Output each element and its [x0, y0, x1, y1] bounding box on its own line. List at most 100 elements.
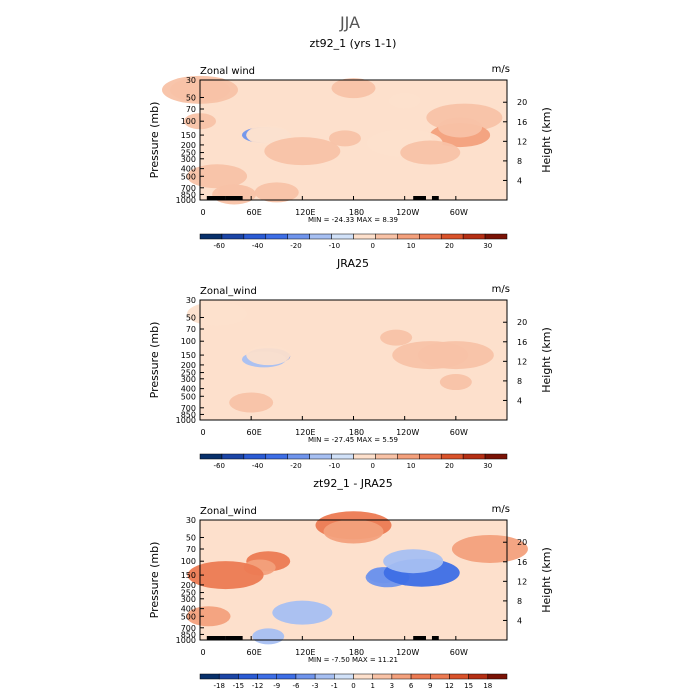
contour-region [451, 534, 528, 563]
y-tick-label: 50 [186, 93, 196, 102]
colorbar-label: -12 [252, 682, 263, 690]
y-tick-label: 250 [181, 589, 196, 598]
y-tick-label: 30 [186, 76, 196, 85]
height-tick-label: 12 [517, 577, 527, 586]
y-tick-label: 850 [181, 630, 196, 639]
y-tick-label: 500 [181, 172, 196, 181]
x-tick-label: 60E [247, 208, 262, 217]
colorbar: -18 -15 -12 -9 -6 -3 -1 0 1 3 6 9 12 15 18 [199, 673, 508, 690]
colorbar-box [295, 673, 316, 680]
height-tick-label: 12 [517, 357, 527, 366]
colorbar-box [487, 673, 508, 680]
height-tick-label: 8 [517, 157, 522, 166]
y-tick-label: 30 [186, 296, 196, 305]
y-axis-label: Pressure (mb) [148, 322, 161, 399]
variable-label: Zonal_wind [200, 506, 257, 517]
colorbar-box [440, 233, 464, 240]
terrain-block [225, 636, 243, 640]
y-tick-label: 300 [181, 155, 196, 164]
y-tick-label: 150 [181, 351, 196, 360]
contour-region [187, 301, 248, 326]
x-tick-label: 120E [295, 208, 315, 217]
terrain-block [413, 196, 426, 200]
colorbar-box [462, 233, 486, 240]
terrain [206, 636, 439, 640]
units-label: m/s [492, 64, 510, 75]
y-tick-label: 250 [181, 369, 196, 378]
colorbar-box [238, 673, 258, 680]
page-title: JJA [339, 13, 360, 32]
contour-region [439, 374, 472, 391]
units-label: m/s [492, 504, 510, 515]
colorbar: -60 -40 -20 -10 0 10 20 30 [199, 453, 508, 470]
variable-label: Zonal wind [200, 66, 255, 77]
terrain-block [206, 196, 226, 200]
right-axis-label: Height (km) [540, 327, 553, 393]
field-contours [186, 511, 528, 645]
colorbar-label: 6 [409, 682, 414, 690]
contour-region [229, 392, 274, 413]
colorbar-label: 0 [351, 682, 355, 690]
height-tick-label: 12 [517, 137, 527, 146]
y-tick-label: 30 [186, 516, 196, 525]
colorbar-label: -20 [290, 242, 301, 250]
contour-region [186, 606, 231, 627]
colorbar-box [334, 673, 354, 680]
y-tick-label: 70 [186, 325, 196, 334]
colorbar-label: -10 [329, 462, 340, 470]
contour-region [400, 140, 461, 165]
colorbar-label: -3 [312, 682, 319, 690]
field-contours [187, 301, 494, 413]
colorbar-box [199, 453, 223, 460]
colorbar-box [309, 233, 332, 240]
units-label: m/s [492, 284, 510, 295]
x-tick-label: 60E [247, 428, 262, 437]
contour-region [252, 628, 285, 645]
colorbar-box [419, 453, 442, 460]
right-axis-label: Height (km) [540, 547, 553, 613]
colorbar-box [276, 673, 297, 680]
colorbar-box [353, 673, 373, 680]
colorbar-box [484, 233, 508, 240]
colorbar-box [221, 453, 245, 460]
colorbar-box [462, 453, 486, 460]
min-max-text: MIN = -27.45 MAX = 5.59 [308, 436, 398, 444]
contour-region [187, 561, 264, 590]
panel-title: zt92_1 - JRA25 [313, 477, 393, 490]
colorbar-box [375, 233, 398, 240]
contour-region [323, 519, 384, 544]
contour-region [187, 164, 248, 189]
x-tick-label: 120W [396, 208, 419, 217]
colorbar-box [375, 453, 398, 460]
terrain-block [431, 196, 439, 200]
y-tick-label: 100 [181, 337, 196, 346]
x-tick-label: 180 [349, 428, 364, 437]
height-tick-label: 4 [517, 396, 522, 405]
colorbar-label: -1 [331, 682, 338, 690]
colorbar-label: -60 [213, 462, 224, 470]
y-tick-label: 1000 [176, 196, 196, 205]
colorbar-box [353, 233, 376, 240]
contour-region [438, 117, 483, 138]
height-tick-label: 8 [517, 377, 522, 386]
x-tick-label: 60W [450, 428, 468, 437]
y-tick-label: 500 [181, 612, 196, 621]
height-tick-label: 20 [517, 538, 527, 547]
y-tick-label: 50 [186, 313, 196, 322]
y-tick-label: 400 [181, 385, 196, 394]
colorbar-box [331, 453, 354, 460]
colorbar-box [265, 233, 288, 240]
colorbar-box [287, 233, 310, 240]
y-tick-label: 70 [186, 105, 196, 114]
x-tick-label: 180 [349, 648, 364, 657]
contour-region [264, 137, 341, 166]
y-tick-label: 700 [181, 404, 196, 413]
colorbar-box [309, 453, 332, 460]
y-axis-label: Pressure (mb) [148, 542, 161, 619]
colorbar-box [397, 453, 420, 460]
x-tick-label: 60W [450, 208, 468, 217]
colorbar-box [287, 453, 310, 460]
colorbar-label: -20 [290, 462, 301, 470]
height-tick-label: 20 [517, 318, 527, 327]
